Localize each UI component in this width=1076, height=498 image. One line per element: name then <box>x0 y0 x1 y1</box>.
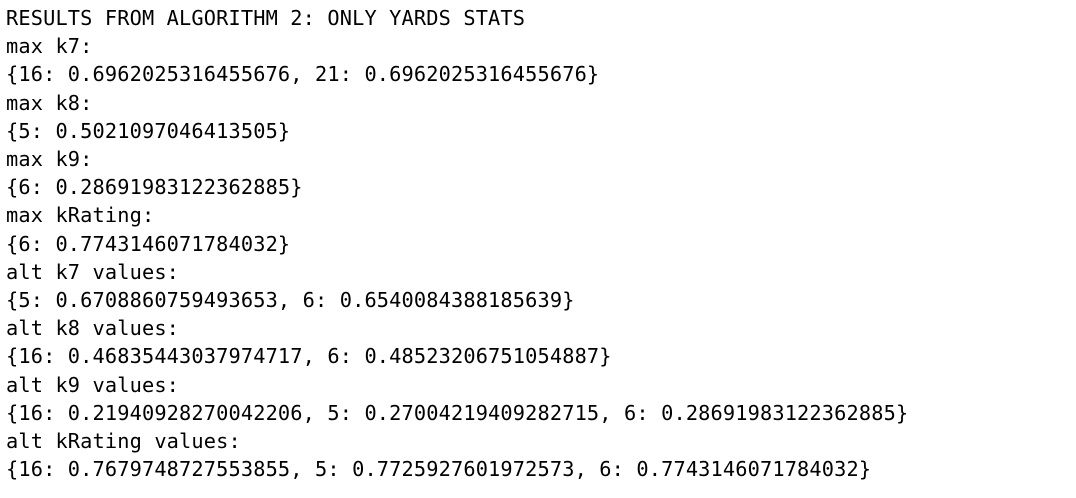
max-k9-values: {6: 0.28691983122362885} <box>6 175 303 200</box>
alt-k8-values: {16: 0.46835443037974717, 6: 0.485232067… <box>6 344 612 369</box>
max-k7-label: max k7: <box>6 34 93 59</box>
max-k8-label: max k8: <box>6 90 93 115</box>
alt-k7-label: alt k7 values: <box>6 259 180 284</box>
alt-k9-values: {16: 0.21940928270042206, 5: 0.270042194… <box>6 400 909 425</box>
alt-krating-values: {16: 0.7679748727553855, 5: 0.7725927601… <box>6 457 872 482</box>
results-heading: RESULTS FROM ALGORITHM 2: ONLY YARDS STA… <box>6 6 526 30</box>
alt-k8-label: alt k8 values: <box>6 316 180 341</box>
alt-k9-label: alt k9 values: <box>6 372 180 397</box>
max-krating-values: {6: 0.7743146071784032} <box>6 231 291 256</box>
alt-k7-values: {5: 0.6708860759493653, 6: 0.65400843881… <box>6 288 575 313</box>
max-k9-label: max k9: <box>6 147 93 172</box>
max-k8-values: {5: 0.5021097046413505} <box>6 118 291 143</box>
alt-krating-label: alt kRating values: <box>6 429 241 454</box>
max-krating-label: max kRating: <box>6 203 155 228</box>
max-k7-values: {16: 0.6962025316455676, 21: 0.696202531… <box>6 62 600 87</box>
